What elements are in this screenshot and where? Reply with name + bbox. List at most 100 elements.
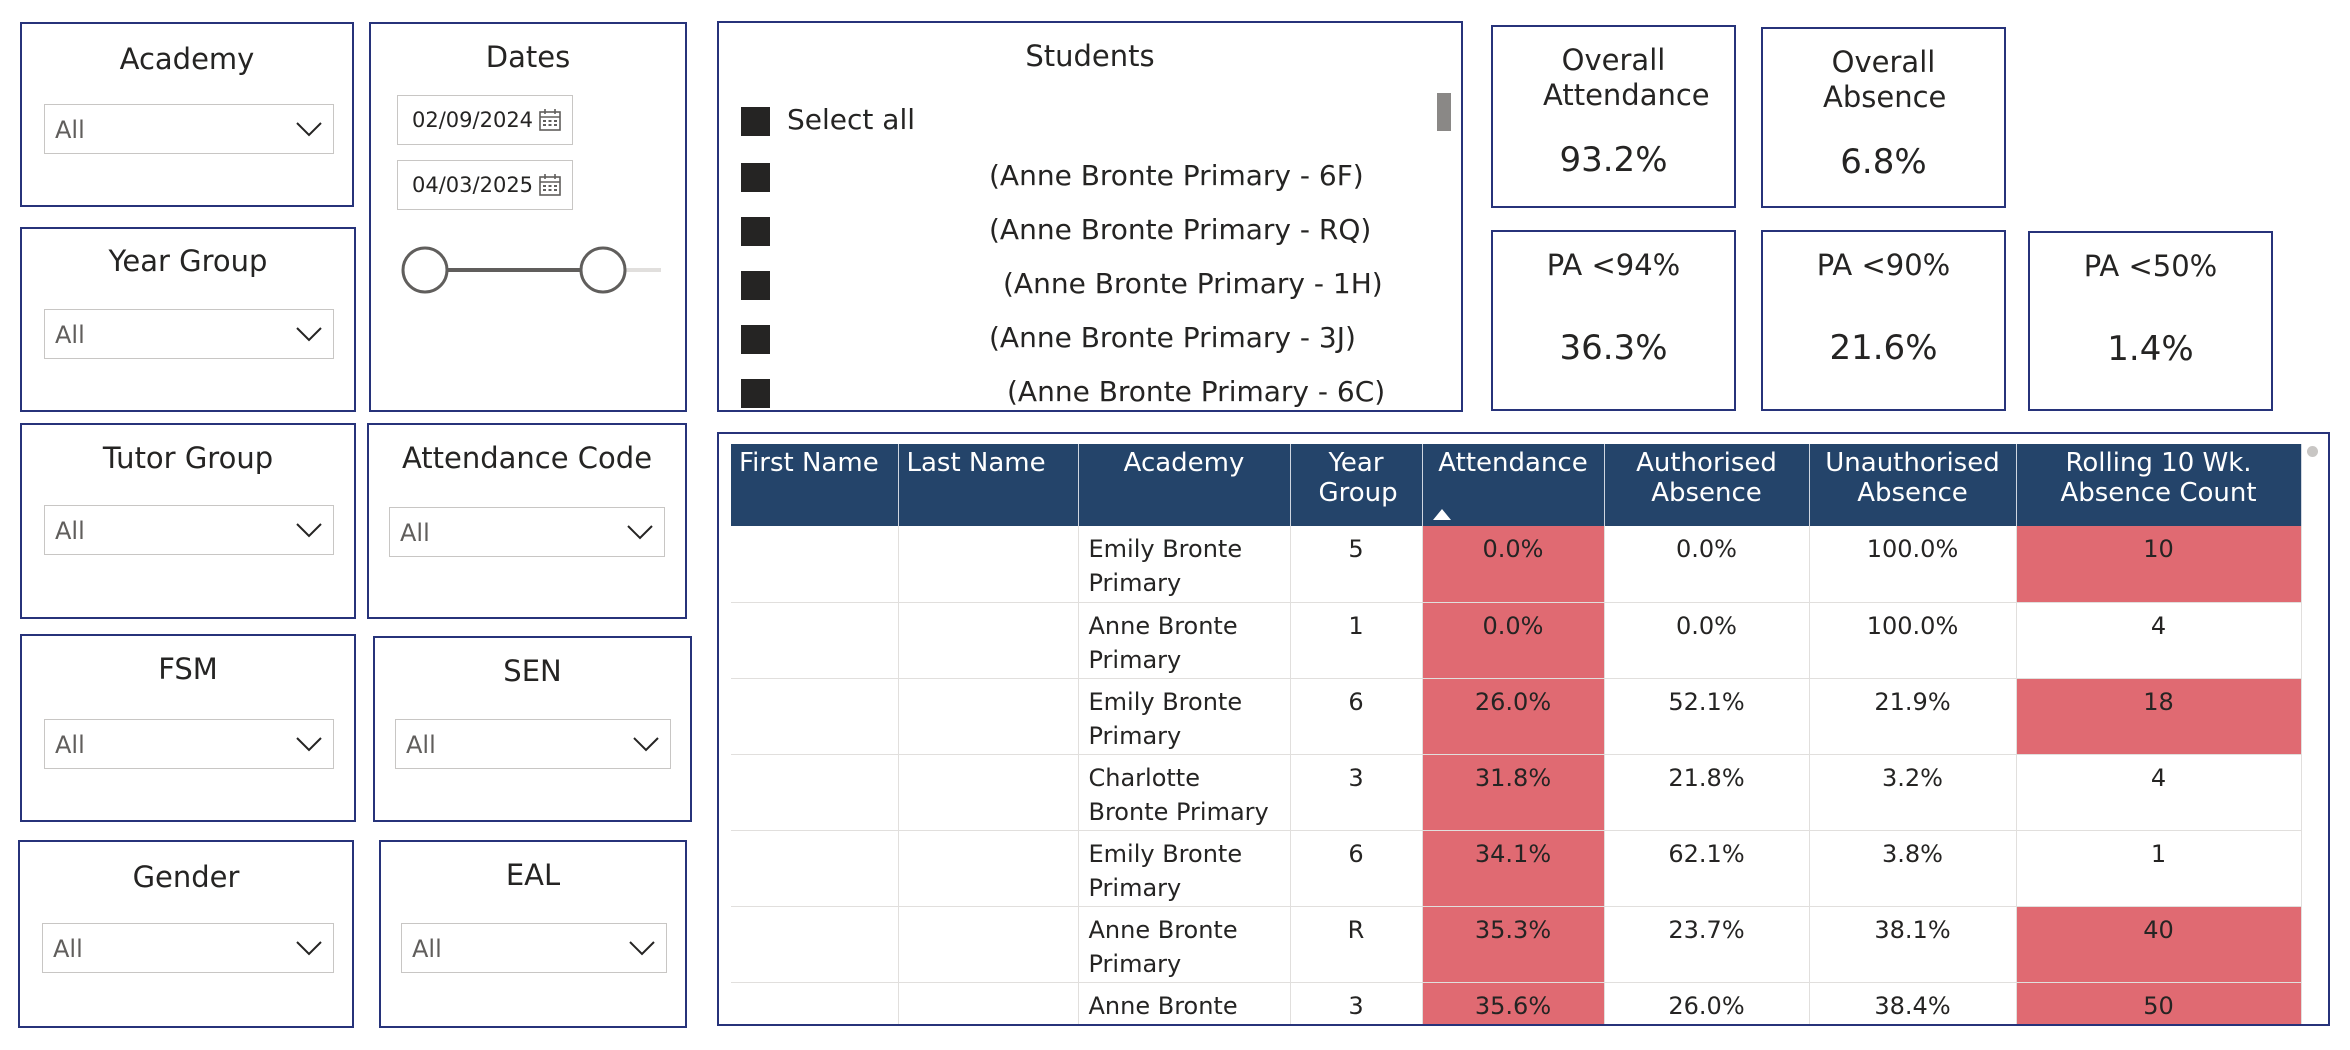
academy-slicer: Academy All [20,22,354,207]
checkbox[interactable] [741,217,770,246]
unauthorised-absence-cell: 3.8% [1809,830,2017,907]
academy-cell: Anne Bronte Primary [1078,906,1291,983]
table-row[interactable]: Anne Bronte Primary335.6%26.0%38.4%50 [731,982,2302,1024]
academy-slicer-title: Academy [119,42,255,76]
academy-cell: Anne Bronte Primary [1078,982,1291,1024]
pa-90-card: PA <90% 21.6% [1761,230,2006,411]
checkbox[interactable] [741,325,770,354]
student-label: (Anne Bronte Primary - 6C) [1007,375,1386,408]
column-header-label: Unauthorised Absence [1825,448,2000,508]
table-row[interactable]: Charlotte Bronte Primary 3 31.8% 21.8% 3.2% 4 [731,754,2302,831]
column-header-attendance[interactable]: Attendance [1422,444,1605,526]
year-group-dropdown-value: All [55,321,85,349]
year-group-cell: 3 [1290,982,1423,1024]
authorised-absence-cell: 23.7% [1604,906,1810,983]
student-option[interactable]: (Anne Bronte Primary - 6F) [741,159,1391,199]
dates-slicer: Dates 02/09/2024 04/03/2025 [369,22,687,412]
table-scrollbar[interactable] [2307,446,2318,457]
select-all-option[interactable]: Select all [741,103,1391,143]
student-option[interactable]: (Anne Bronte Primary - RQ) [741,213,1391,253]
table-row[interactable]: Emily Bronte Primary 6 34.1% 62.1% 3.8% 1 [731,830,2302,907]
overall-attendance-card: Overall Attendance 93.2% [1491,25,1736,208]
tutor-group-dropdown[interactable]: All [44,505,334,555]
kpi-title: Overall Absence [1823,45,1947,114]
academy-cell: Charlotte Bronte Primary [1078,754,1291,831]
eal-dropdown-value: All [412,935,442,963]
unauthorised-absence-cell: 100.0% [1809,602,2017,679]
rolling-absence-cell: 1 [2016,830,2302,907]
authorised-absence-cell: 0.0% [1604,602,1810,679]
year-group-dropdown[interactable]: All [44,309,334,359]
fsm-dropdown[interactable]: All [44,719,334,769]
academy-dropdown-value: All [55,116,85,144]
attendance-code-slicer-title: Attendance Code [401,441,653,475]
kpi-title: PA <94% [1546,248,1681,282]
table-header-row: First Name Last Name Academy Year Group … [731,444,2302,526]
chevron-down-icon [296,327,322,342]
pa-50-card: PA <50% 1.4% [2028,231,2273,411]
students-scrollbar[interactable] [1437,93,1451,131]
tutor-group-slicer: Tutor Group All [20,423,356,619]
start-date-input[interactable]: 02/09/2024 [397,95,573,145]
kpi-value: 36.3% [1559,328,1668,368]
authorised-absence-cell: 0.0% [1604,526,1810,603]
attendance-cell: 34.1% [1422,830,1605,907]
table-row[interactable]: Emily Bronte Primary 6 26.0% 52.1% 21.9% 18 [731,678,2302,755]
first-name-cell [731,830,899,907]
overall-absence-card: Overall Absence 6.8% [1761,27,2006,208]
column-header-year-group[interactable]: Year Group [1290,444,1423,526]
gender-dropdown-value: All [53,935,83,963]
attendance-code-dropdown[interactable]: All [389,507,665,557]
student-option[interactable]: (Anne Bronte Primary - 6C) [741,375,1391,410]
student-label: (Anne Bronte Primary - RQ) [989,213,1372,246]
last-name-cell [898,906,1079,983]
gender-dropdown[interactable]: All [42,923,334,973]
authorised-absence-cell: 52.1% [1604,678,1810,755]
checkbox[interactable] [741,107,770,136]
slider-end-handle[interactable] [579,246,627,294]
chevron-down-icon [296,122,322,137]
fsm-slicer-title: FSM [158,652,218,686]
fsm-dropdown-value: All [55,731,85,759]
table-row[interactable]: Emily Bronte Primary 5 0.0% 0.0% 100.0% 10 [731,526,2302,603]
column-header-last-name[interactable]: Last Name [898,444,1079,526]
year-group-cell: 6 [1290,678,1423,755]
student-label: (Anne Bronte Primary - 1H) [1003,267,1383,300]
sen-dropdown[interactable]: All [395,719,671,769]
checkbox[interactable] [741,163,770,192]
table-row[interactable]: Anne Bronte Primary 1 0.0% 0.0% 100.0% 4 [731,602,2302,679]
column-header-unauthorised-absence[interactable]: Unauthorised Absence [1809,444,2017,526]
rolling-absence-cell: 50 [2016,982,2302,1024]
end-date-input[interactable]: 04/03/2025 [397,160,573,210]
first-name-cell [731,526,899,603]
kpi-value: 1.4% [2107,329,2194,369]
eal-dropdown[interactable]: All [401,923,667,973]
end-date-value: 04/03/2025 [412,173,534,197]
column-header-label: Rolling 10 Wk. Absence Count [2060,448,2257,508]
column-header-authorised-absence[interactable]: Authorised Absence [1604,444,1810,526]
student-option[interactable]: (Anne Bronte Primary - 3J) [741,321,1391,361]
students-slicer: Students Select all (Anne Bronte Primary… [717,21,1463,412]
column-header-academy[interactable]: Academy [1078,444,1291,526]
attendance-code-slicer: Attendance Code All [367,423,687,619]
academy-dropdown[interactable]: All [44,104,334,154]
column-header-label: Attendance [1438,448,1588,478]
academy-cell: Emily Bronte Primary [1078,678,1291,755]
calendar-icon[interactable] [538,108,562,132]
checkbox[interactable] [741,271,770,300]
column-header-first-name[interactable]: First Name [731,444,899,526]
kpi-value: 6.8% [1840,142,1927,182]
rolling-absence-cell: 40 [2016,906,2302,983]
pa-94-card: PA <94% 36.3% [1491,230,1736,411]
year-group-cell: 5 [1290,526,1423,603]
chevron-down-icon [296,737,322,752]
checkbox[interactable] [741,379,770,408]
column-header-rolling-absence-count[interactable]: Rolling 10 Wk. Absence Count [2016,444,2302,526]
slider-start-handle[interactable] [401,246,449,294]
calendar-icon[interactable] [538,173,562,197]
student-option[interactable]: (Anne Bronte Primary - 1H) [741,267,1391,307]
unauthorised-absence-cell: 3.2% [1809,754,2017,831]
table-row[interactable]: Anne Bronte Primary R 35.3% 23.7% 38.1% 40 [731,906,2302,983]
date-range-slider[interactable] [391,224,671,294]
attendance-code-dropdown-value: All [400,519,430,547]
